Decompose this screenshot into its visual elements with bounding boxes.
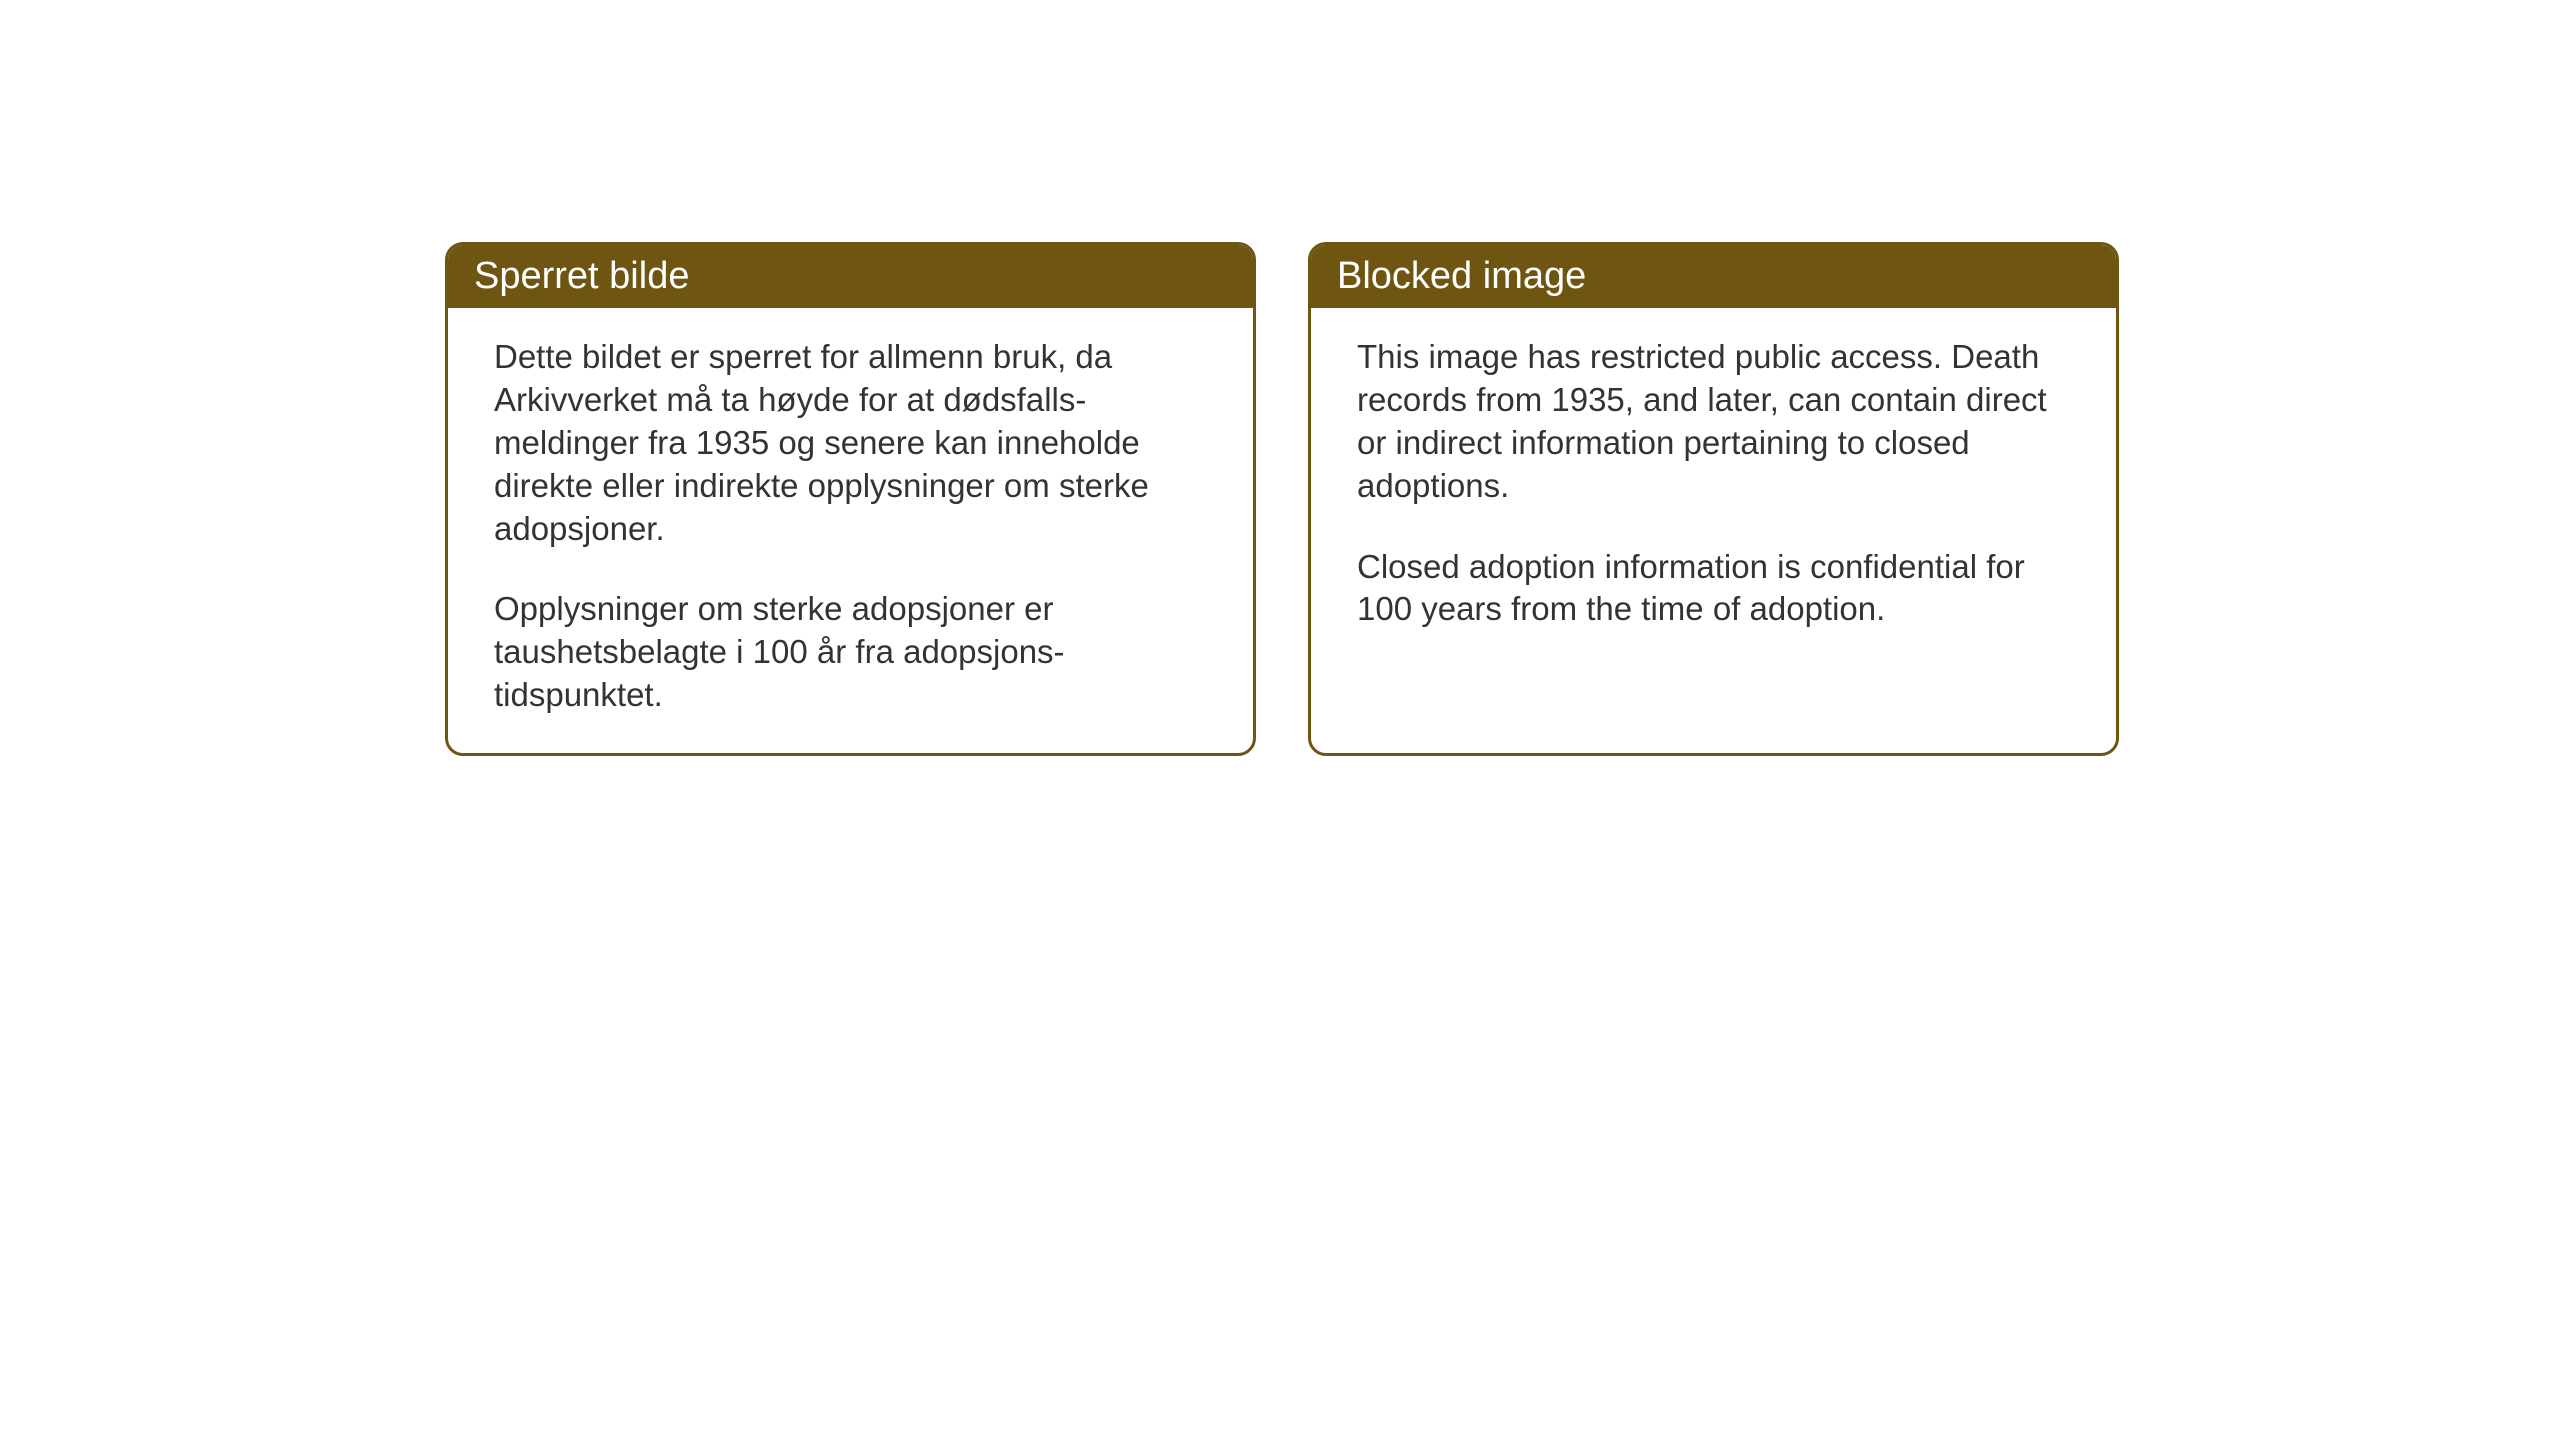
notice-body-norwegian: Dette bildet er sperret for allmenn bruk… [448, 308, 1253, 753]
notice-card-norwegian: Sperret bilde Dette bildet er sperret fo… [445, 242, 1256, 756]
notice-title-english: Blocked image [1337, 255, 1586, 297]
notice-header-english: Blocked image [1311, 245, 2116, 308]
notice-card-english: Blocked image This image has restricted … [1308, 242, 2119, 756]
notice-body-english: This image has restricted public access.… [1311, 308, 2116, 667]
notice-paragraph-2-norwegian: Opplysninger om sterke adopsjoner er tau… [494, 588, 1207, 717]
notice-title-norwegian: Sperret bilde [474, 255, 689, 297]
notice-paragraph-2-english: Closed adoption information is confident… [1357, 546, 2070, 632]
notice-paragraph-1-norwegian: Dette bildet er sperret for allmenn bruk… [494, 336, 1207, 550]
notice-container: Sperret bilde Dette bildet er sperret fo… [445, 242, 2119, 756]
notice-header-norwegian: Sperret bilde [448, 245, 1253, 308]
notice-paragraph-1-english: This image has restricted public access.… [1357, 336, 2070, 508]
